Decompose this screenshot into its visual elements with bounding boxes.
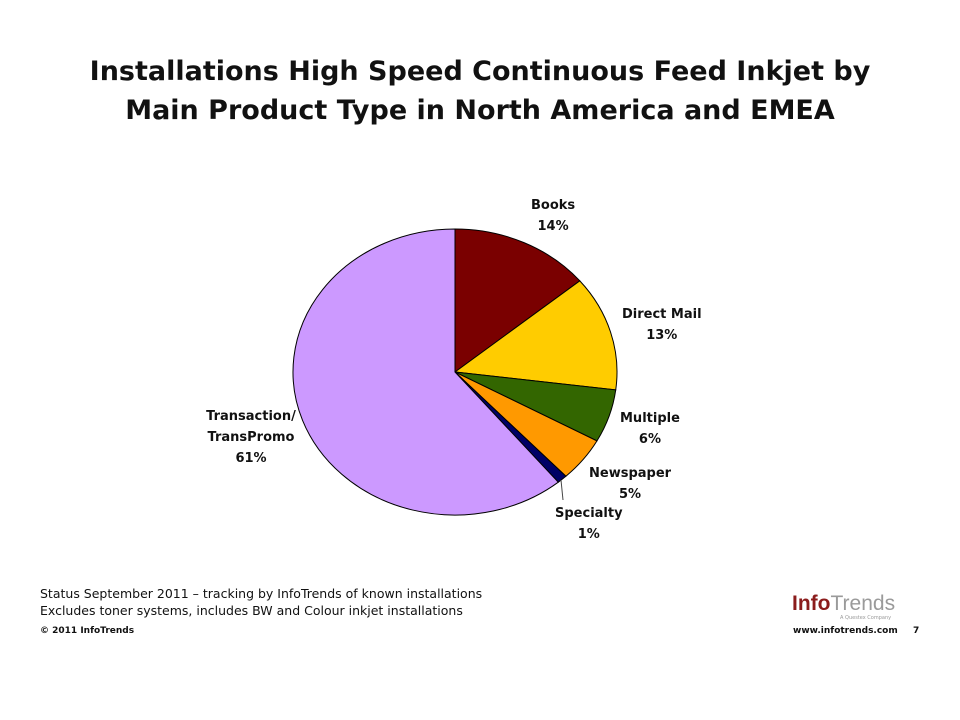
footnote-line2: Excludes toner systems, includes BW and … <box>40 603 463 618</box>
pie-slice-direct-mail <box>453 280 618 391</box>
label-books: Books 14% <box>531 195 575 237</box>
chart-title-line2: Main Product Type in North America and E… <box>125 95 835 126</box>
label-newspaper: Newspaper 5% <box>589 463 671 505</box>
label-multiple-name: Multiple <box>620 411 680 426</box>
chart-title: Installations High Speed Continuous Feed… <box>60 52 900 130</box>
label-specialty-name: Specialty <box>555 506 623 521</box>
label-multiple-value: 6% <box>638 432 661 447</box>
footnote-line1: Status September 2011 – tracking by Info… <box>40 586 483 601</box>
label-newspaper-value: 5% <box>618 487 642 502</box>
label-transaction-value: 61% <box>235 451 267 466</box>
website-link[interactable]: www.infotrends.com <box>793 626 898 636</box>
pie-slice-transaction-transpromo <box>292 228 560 516</box>
label-newspaper-name: Newspaper <box>589 466 672 481</box>
infotrends-logo: InfoTrends <box>792 592 895 616</box>
label-books-name: Books <box>531 198 576 213</box>
chart-title-line1: Installations High Speed Continuous Feed… <box>89 56 871 87</box>
footnote: Status September 2011 – tracking by Info… <box>40 585 482 619</box>
page-number: 7 <box>913 626 920 636</box>
label-direct-mail: Direct Mail 13% <box>622 304 702 346</box>
label-specialty: Specialty 1% <box>555 503 623 545</box>
label-specialty-value: 1% <box>577 527 600 542</box>
label-books-value: 14% <box>537 219 569 234</box>
logo-trends-text: Trends <box>830 592 896 615</box>
specialty-leader-line <box>560 479 564 501</box>
label-transaction-transpromo: Transaction/ TransPromo 61% <box>186 406 316 469</box>
pie-chart <box>292 228 618 516</box>
logo-info-text: Info <box>792 592 831 615</box>
label-transaction-name: Transaction/ TransPromo <box>206 409 296 445</box>
copyright: © 2011 InfoTrends <box>40 626 135 636</box>
label-multiple: Multiple 6% <box>620 408 680 450</box>
pie-slices <box>292 228 618 516</box>
label-direct-mail-name: Direct Mail <box>622 307 702 322</box>
pie-slice-books <box>454 228 581 373</box>
logo-tagline: A Questex Company <box>840 615 892 621</box>
label-direct-mail-value: 13% <box>646 328 678 343</box>
